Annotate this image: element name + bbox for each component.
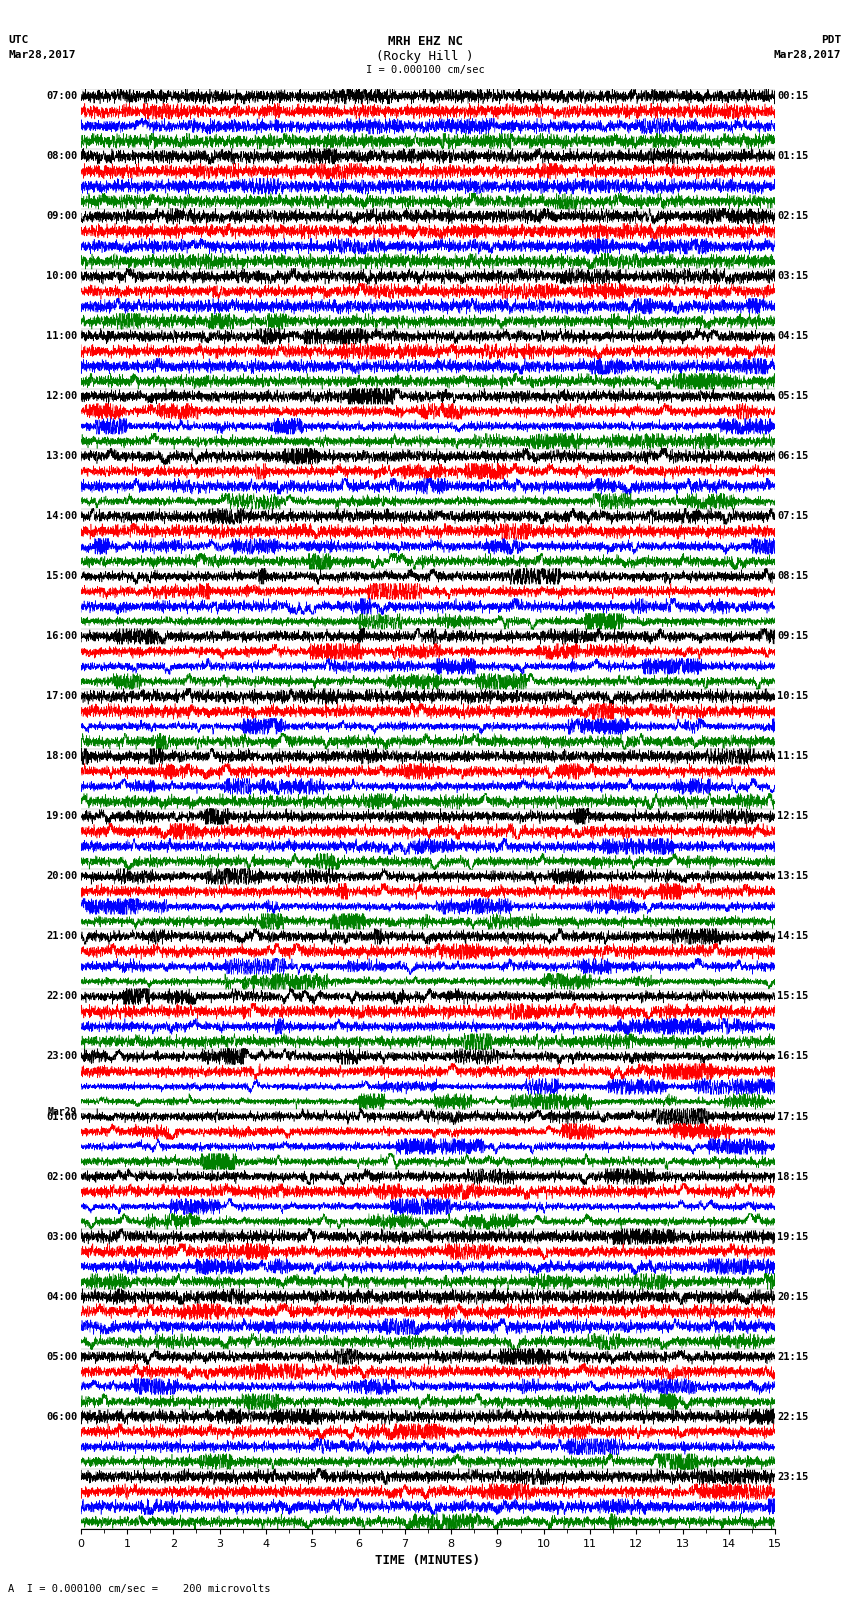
Text: 16:15: 16:15 bbox=[777, 1052, 808, 1061]
Text: 05:00: 05:00 bbox=[46, 1352, 77, 1361]
Text: 23:15: 23:15 bbox=[777, 1471, 808, 1482]
Text: 10:15: 10:15 bbox=[777, 692, 808, 702]
Text: 22:15: 22:15 bbox=[777, 1411, 808, 1421]
Text: A  I = 0.000100 cm/sec =    200 microvolts: A I = 0.000100 cm/sec = 200 microvolts bbox=[8, 1584, 271, 1594]
Text: 20:15: 20:15 bbox=[777, 1292, 808, 1302]
Text: I = 0.000100 cm/sec: I = 0.000100 cm/sec bbox=[366, 65, 484, 74]
Text: 23:00: 23:00 bbox=[46, 1052, 77, 1061]
Text: 11:15: 11:15 bbox=[777, 752, 808, 761]
Text: 00:15: 00:15 bbox=[777, 92, 808, 102]
Text: 09:00: 09:00 bbox=[46, 211, 77, 221]
Text: 22:00: 22:00 bbox=[46, 992, 77, 1002]
Text: 19:00: 19:00 bbox=[46, 811, 77, 821]
Text: 07:15: 07:15 bbox=[777, 511, 808, 521]
Text: 11:00: 11:00 bbox=[46, 331, 77, 342]
Text: UTC: UTC bbox=[8, 35, 29, 45]
Text: 14:00: 14:00 bbox=[46, 511, 77, 521]
Text: 02:00: 02:00 bbox=[46, 1171, 77, 1182]
Text: 10:00: 10:00 bbox=[46, 271, 77, 281]
Text: 07:00: 07:00 bbox=[46, 92, 77, 102]
Text: 15:15: 15:15 bbox=[777, 992, 808, 1002]
Text: Mar28,2017: Mar28,2017 bbox=[8, 50, 76, 60]
Text: Mar28,2017: Mar28,2017 bbox=[774, 50, 842, 60]
Text: 09:15: 09:15 bbox=[777, 631, 808, 642]
Text: 16:00: 16:00 bbox=[46, 631, 77, 642]
Text: 15:00: 15:00 bbox=[46, 571, 77, 581]
Text: 01:00: 01:00 bbox=[46, 1111, 77, 1121]
Text: 13:00: 13:00 bbox=[46, 452, 77, 461]
Text: MRH EHZ NC: MRH EHZ NC bbox=[388, 35, 462, 48]
Text: 17:15: 17:15 bbox=[777, 1111, 808, 1121]
Text: PDT: PDT bbox=[821, 35, 842, 45]
Text: 12:00: 12:00 bbox=[46, 392, 77, 402]
Text: 03:00: 03:00 bbox=[46, 1232, 77, 1242]
Text: (Rocky Hill ): (Rocky Hill ) bbox=[377, 50, 473, 63]
Text: Mar29: Mar29 bbox=[48, 1107, 77, 1116]
Text: 02:15: 02:15 bbox=[777, 211, 808, 221]
Text: 19:15: 19:15 bbox=[777, 1232, 808, 1242]
Text: 21:00: 21:00 bbox=[46, 931, 77, 942]
Text: 17:00: 17:00 bbox=[46, 692, 77, 702]
Text: 21:15: 21:15 bbox=[777, 1352, 808, 1361]
Text: 08:15: 08:15 bbox=[777, 571, 808, 581]
Text: 14:15: 14:15 bbox=[777, 931, 808, 942]
Text: 18:15: 18:15 bbox=[777, 1171, 808, 1182]
X-axis label: TIME (MINUTES): TIME (MINUTES) bbox=[376, 1555, 480, 1568]
Text: 20:00: 20:00 bbox=[46, 871, 77, 881]
Text: 03:15: 03:15 bbox=[777, 271, 808, 281]
Text: 01:15: 01:15 bbox=[777, 152, 808, 161]
Text: 12:15: 12:15 bbox=[777, 811, 808, 821]
Text: 05:15: 05:15 bbox=[777, 392, 808, 402]
Text: 08:00: 08:00 bbox=[46, 152, 77, 161]
Text: 06:00: 06:00 bbox=[46, 1411, 77, 1421]
Text: 06:15: 06:15 bbox=[777, 452, 808, 461]
Text: 04:15: 04:15 bbox=[777, 331, 808, 342]
Text: 13:15: 13:15 bbox=[777, 871, 808, 881]
Text: 18:00: 18:00 bbox=[46, 752, 77, 761]
Text: 04:00: 04:00 bbox=[46, 1292, 77, 1302]
